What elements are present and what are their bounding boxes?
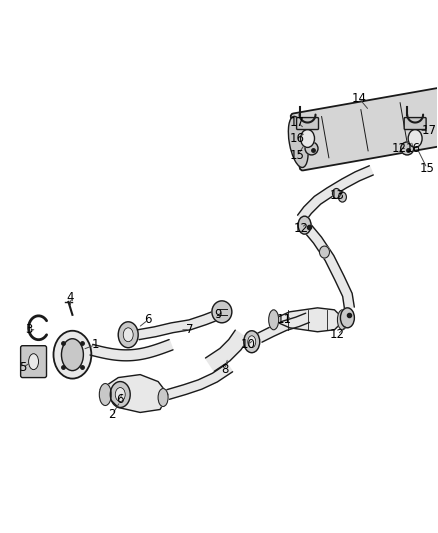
Text: 2: 2 bbox=[109, 408, 116, 421]
Text: 8: 8 bbox=[221, 363, 229, 376]
Text: 6: 6 bbox=[145, 313, 152, 326]
Text: 12: 12 bbox=[294, 222, 309, 235]
Text: 16: 16 bbox=[406, 142, 420, 155]
Text: 12: 12 bbox=[330, 328, 345, 341]
Ellipse shape bbox=[123, 328, 133, 342]
Ellipse shape bbox=[248, 336, 256, 348]
Ellipse shape bbox=[319, 246, 329, 258]
Ellipse shape bbox=[337, 310, 347, 330]
Text: 5: 5 bbox=[19, 361, 26, 374]
Ellipse shape bbox=[110, 382, 130, 407]
Ellipse shape bbox=[115, 387, 125, 401]
Ellipse shape bbox=[61, 339, 83, 370]
Ellipse shape bbox=[268, 310, 279, 330]
Text: 7: 7 bbox=[186, 323, 194, 336]
Ellipse shape bbox=[288, 116, 308, 167]
Text: 9: 9 bbox=[214, 308, 222, 321]
Ellipse shape bbox=[212, 301, 232, 323]
Text: 11: 11 bbox=[277, 313, 292, 326]
Text: 15: 15 bbox=[420, 162, 434, 175]
FancyBboxPatch shape bbox=[291, 86, 438, 171]
Ellipse shape bbox=[99, 384, 111, 406]
Text: 13: 13 bbox=[330, 189, 345, 202]
FancyBboxPatch shape bbox=[297, 118, 318, 130]
Text: 16: 16 bbox=[290, 132, 305, 145]
Ellipse shape bbox=[158, 389, 168, 407]
Ellipse shape bbox=[28, 354, 39, 369]
Polygon shape bbox=[167, 364, 233, 399]
Polygon shape bbox=[100, 375, 168, 413]
Polygon shape bbox=[297, 166, 373, 221]
Polygon shape bbox=[297, 217, 354, 309]
FancyBboxPatch shape bbox=[21, 346, 46, 377]
Polygon shape bbox=[272, 308, 344, 332]
Text: 12: 12 bbox=[392, 142, 407, 155]
Polygon shape bbox=[90, 340, 173, 361]
Ellipse shape bbox=[408, 130, 422, 148]
Polygon shape bbox=[205, 330, 248, 372]
Text: 10: 10 bbox=[240, 338, 255, 351]
Polygon shape bbox=[258, 313, 309, 342]
Ellipse shape bbox=[340, 308, 354, 328]
Ellipse shape bbox=[300, 130, 314, 148]
Ellipse shape bbox=[305, 142, 318, 155]
Ellipse shape bbox=[118, 322, 138, 348]
Text: 1: 1 bbox=[92, 338, 99, 351]
Text: 3: 3 bbox=[25, 323, 32, 336]
Text: 17: 17 bbox=[290, 116, 305, 129]
Ellipse shape bbox=[401, 142, 413, 155]
Ellipse shape bbox=[332, 189, 340, 198]
Text: 14: 14 bbox=[352, 92, 367, 105]
Text: 15: 15 bbox=[290, 149, 305, 162]
Polygon shape bbox=[138, 310, 220, 340]
Ellipse shape bbox=[244, 331, 260, 353]
Text: 17: 17 bbox=[422, 124, 437, 137]
Ellipse shape bbox=[339, 192, 346, 202]
Text: 4: 4 bbox=[67, 292, 74, 304]
Ellipse shape bbox=[298, 216, 311, 234]
Ellipse shape bbox=[53, 331, 92, 378]
Text: 6: 6 bbox=[117, 393, 124, 406]
FancyBboxPatch shape bbox=[404, 118, 426, 130]
